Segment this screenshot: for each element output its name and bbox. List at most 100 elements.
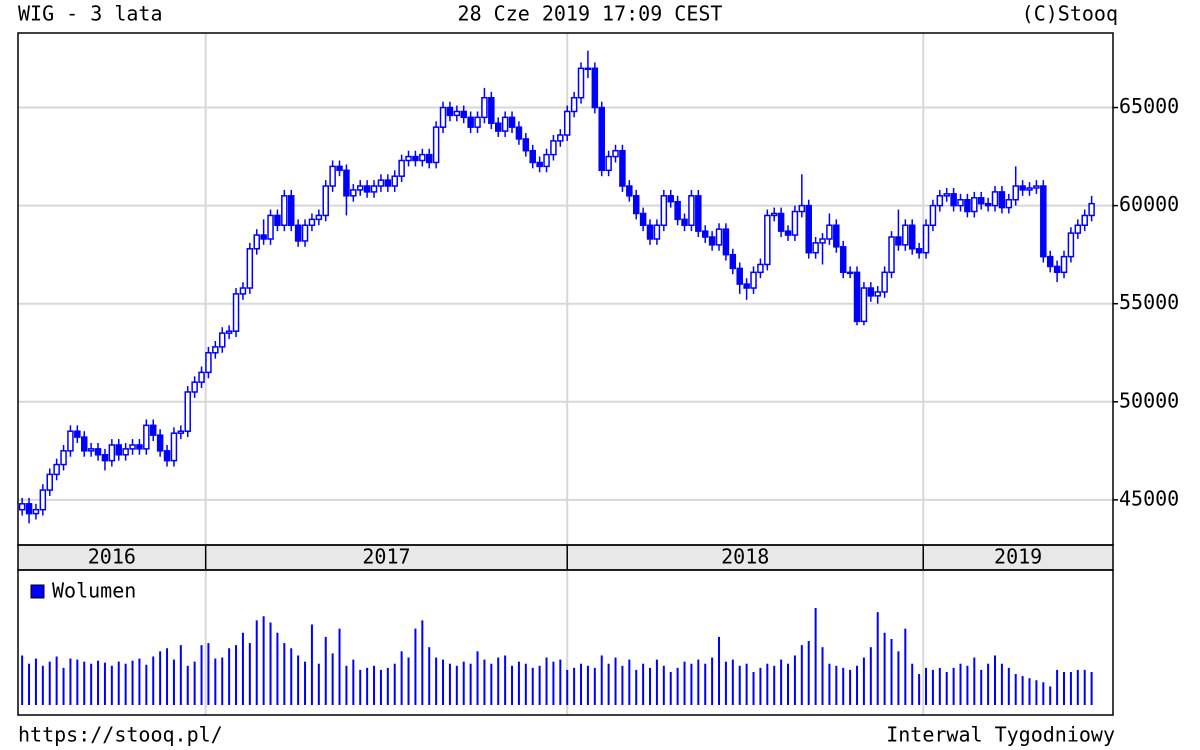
candle-body [274, 214, 281, 226]
candle-body [191, 381, 198, 393]
chart-title: WIG - 3 lata [18, 2, 163, 26]
candle-body [929, 204, 937, 226]
candle-body [163, 450, 171, 462]
y-tick-label: 50000 [1119, 388, 1179, 412]
legend-label: Wolumen [52, 579, 136, 603]
candle-body [1012, 185, 1019, 201]
candle-body [943, 193, 950, 197]
candle-body [915, 248, 923, 254]
candle-body [494, 122, 502, 132]
candle-body [1040, 185, 1047, 258]
candle-body [18, 503, 26, 511]
candle-body [888, 236, 895, 274]
candle-body [80, 436, 88, 452]
candle-body [115, 444, 122, 456]
year-label: 2016 [88, 545, 136, 569]
candle-body [998, 191, 1006, 209]
candle-body [743, 283, 750, 289]
candle-body [881, 271, 888, 293]
candle-body [225, 330, 233, 334]
candle-body [1067, 232, 1075, 258]
candle-body [143, 424, 150, 450]
candle-body [177, 430, 185, 434]
candle-body [695, 195, 702, 232]
candle-body [936, 195, 944, 207]
candle-body [232, 293, 240, 332]
candle-body [398, 159, 405, 177]
candle-body [287, 195, 295, 226]
candle-body [529, 149, 536, 164]
y-tick-label: 65000 [1119, 94, 1179, 118]
candle-body [646, 224, 654, 240]
candle-body [46, 473, 53, 491]
candle-body [308, 218, 316, 226]
y-tick-label: 60000 [1119, 192, 1179, 216]
candle-body [488, 96, 495, 124]
candle-body [67, 430, 74, 452]
candle-body [501, 116, 509, 132]
candle-body [460, 110, 467, 119]
candle-body [170, 432, 178, 462]
candle-body [722, 228, 730, 256]
candle-body [819, 238, 826, 244]
legend-swatch [30, 584, 45, 599]
candle-body [1046, 255, 1054, 268]
candle-body [281, 195, 288, 226]
candle-body [715, 228, 723, 246]
candle-body [60, 450, 67, 466]
candle-body [439, 106, 447, 128]
candle-body [791, 210, 799, 236]
candle-body [557, 134, 564, 142]
candle-body [750, 271, 757, 289]
candle-body [991, 191, 999, 207]
candle-body [425, 153, 433, 164]
candle-body [598, 106, 605, 172]
candle-body [874, 291, 881, 297]
candle-body [94, 448, 102, 456]
candle-body [87, 448, 95, 452]
candle-body [315, 214, 323, 221]
candle-body [1081, 214, 1088, 226]
candle-body [826, 224, 833, 240]
candle-body [839, 246, 847, 274]
candle-body [101, 454, 109, 462]
candle-body [218, 332, 226, 348]
candle-body [950, 193, 957, 207]
candle-body [32, 508, 40, 515]
candle-body [805, 204, 812, 254]
candle-body [343, 169, 350, 197]
candle-body [846, 271, 854, 275]
candle-body [639, 212, 647, 226]
candle-body [902, 224, 909, 246]
candle-body [356, 185, 364, 191]
candle-body [260, 234, 267, 240]
candle-body [784, 230, 792, 236]
candle-body [336, 165, 343, 172]
candle-body [729, 253, 737, 270]
volume-frame [17, 569, 1114, 716]
candle-body [239, 287, 247, 295]
candle-body [764, 214, 771, 266]
candle-body [536, 161, 543, 168]
candle-body [25, 503, 33, 515]
candle-body [1060, 255, 1068, 274]
candle-body [467, 116, 474, 128]
candle-body [267, 214, 274, 240]
candle-body [1053, 265, 1061, 274]
candle-body [591, 67, 599, 109]
candle-body [136, 444, 143, 450]
candle-body [605, 155, 612, 172]
candle-body [301, 224, 309, 242]
candle-body [350, 189, 357, 197]
candle-body [584, 67, 592, 71]
candle-body [964, 198, 971, 213]
candle-body [660, 195, 668, 226]
candle-body [294, 224, 302, 242]
candle-body [619, 149, 626, 187]
candle-body [453, 110, 461, 117]
candle-body [184, 391, 191, 432]
candle-body [1033, 185, 1040, 189]
candle-body [377, 179, 385, 187]
candle-body [977, 197, 985, 205]
